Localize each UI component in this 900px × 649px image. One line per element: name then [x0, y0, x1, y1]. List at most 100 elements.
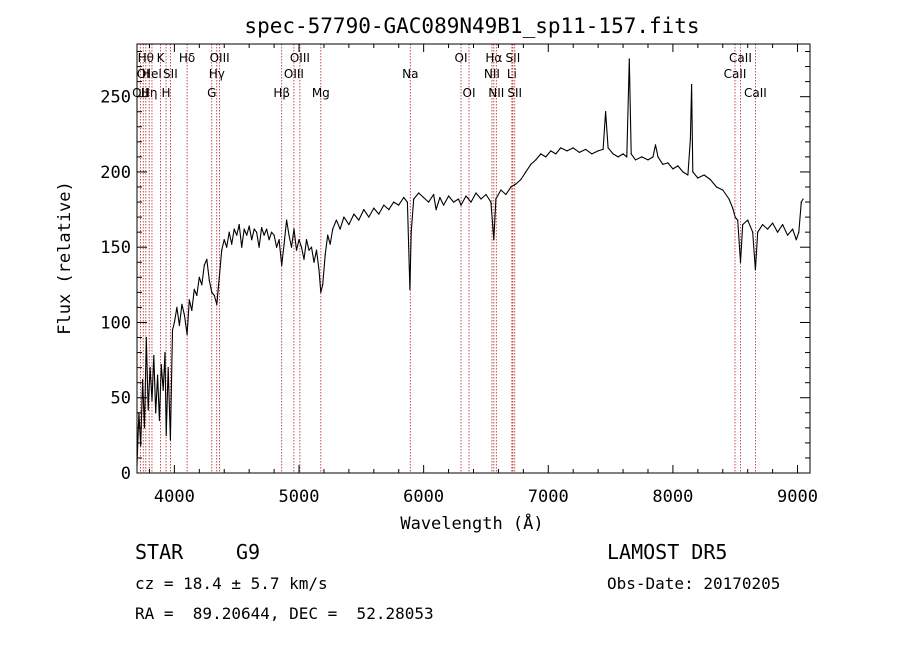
- data-point-98: [398, 204, 400, 206]
- data-point-101: [409, 288, 411, 290]
- data-point-177: [747, 219, 749, 221]
- data-point-174: [737, 219, 739, 221]
- data-point-123: [500, 189, 502, 191]
- data-point-186: [787, 234, 789, 236]
- emission-line-markers: OIIOIHθHηHeIKHSIIHδGHγOIIIHβOIIIOIIIMgNa…: [132, 44, 767, 473]
- data-point-33: [206, 258, 208, 260]
- data-point-138: [578, 151, 581, 153]
- data-point-106: [428, 201, 430, 203]
- data-point-20: [173, 321, 175, 324]
- data-point-71: [300, 246, 303, 248]
- x-tick-label-5: 9000: [777, 487, 818, 507]
- data-point-102: [410, 231, 412, 233]
- data-point-54: [258, 246, 260, 248]
- data-point-55: [261, 227, 263, 229]
- data-point-63: [281, 264, 283, 266]
- data-point-190: [800, 201, 802, 203]
- y-tick-label-5: 250: [100, 88, 131, 108]
- y-axis: 0 50 100 150 200 250: [100, 51, 810, 484]
- data-point-182: [767, 228, 769, 230]
- data-point-167: [703, 174, 705, 176]
- data-point-114: [460, 204, 462, 206]
- data-point-51: [251, 239, 253, 241]
- marker-label-7: SII: [163, 67, 178, 81]
- data-point-91: [363, 209, 365, 211]
- data-point-175: [739, 261, 742, 263]
- data-point-188: [795, 239, 797, 241]
- data-point-94: [378, 213, 380, 215]
- marker-label-13: OIII: [284, 67, 304, 81]
- data-point-27: [191, 309, 193, 311]
- data-point-118: [480, 198, 482, 200]
- data-point-61: [276, 246, 278, 248]
- y-tick-label-0: 0: [121, 464, 131, 484]
- data-point-103: [413, 198, 415, 200]
- marker-label-1: OI: [137, 67, 150, 81]
- data-point-130: [535, 159, 537, 161]
- data-point-26: [188, 299, 190, 301]
- marker-label-18: OI: [463, 86, 476, 100]
- object-class: STAR: [135, 540, 184, 564]
- data-point-104: [418, 192, 420, 194]
- data-point-15: [164, 352, 166, 354]
- data-point-19: [171, 329, 174, 331]
- spectrum-line: [136, 58, 804, 466]
- data-point-160: [677, 165, 679, 167]
- data-point-80: [322, 284, 324, 286]
- data-point-18: [169, 439, 171, 441]
- data-point-172: [732, 207, 734, 209]
- data-point-134: [555, 153, 557, 155]
- marker-label-25: CaII: [724, 67, 747, 81]
- data-point-173: [734, 216, 736, 218]
- data-point-147: [622, 153, 624, 155]
- data-point-124: [505, 193, 507, 196]
- data-point-93: [373, 207, 375, 209]
- data-point-128: [525, 171, 527, 173]
- data-point-5: [145, 336, 147, 339]
- marker-label-11: OIII: [210, 51, 230, 65]
- data-point-132: [545, 156, 547, 158]
- data-point-6: [147, 409, 149, 411]
- marker-label-24: SII: [507, 86, 522, 100]
- data-point-95: [383, 204, 385, 206]
- data-point-25: [186, 333, 188, 336]
- data-point-46: [238, 224, 240, 226]
- data-point-141: [597, 150, 599, 152]
- data-point-44: [233, 228, 235, 230]
- x-tick-label-3: 7000: [528, 487, 569, 507]
- data-point-48: [243, 228, 245, 230]
- data-point-191: [802, 198, 804, 200]
- data-point-67: [290, 246, 293, 248]
- data-point-65: [286, 219, 288, 221]
- data-point-145: [612, 153, 614, 155]
- data-point-68: [293, 228, 295, 230]
- data-point-143: [605, 111, 607, 113]
- data-point-169: [715, 186, 718, 188]
- data-point-108: [435, 209, 437, 211]
- data-point-129: [530, 163, 532, 165]
- data-point-154: [652, 156, 654, 158]
- data-point-96: [388, 209, 390, 211]
- data-point-185: [782, 224, 784, 226]
- data-point-38: [218, 276, 220, 278]
- data-point-151: [634, 159, 637, 161]
- data-point-22: [178, 324, 180, 327]
- data-point-120: [490, 201, 492, 203]
- marker-label-19: NII: [484, 67, 500, 81]
- data-point-162: [687, 174, 689, 176]
- data-point-131: [540, 153, 542, 155]
- marker-label-23: SII: [506, 51, 521, 65]
- data-point-126: [515, 183, 517, 185]
- marker-label-4: HeI: [142, 67, 162, 81]
- data-point-4: [143, 427, 146, 429]
- data-point-164: [691, 84, 693, 86]
- data-point-137: [572, 147, 574, 149]
- data-point-133: [550, 150, 552, 152]
- data-point-184: [777, 231, 779, 233]
- data-point-12: [158, 419, 160, 421]
- data-point-158: [667, 162, 669, 164]
- marker-label-2: Hθ: [138, 51, 154, 65]
- data-point-66: [288, 234, 290, 236]
- data-point-73: [305, 239, 308, 241]
- data-point-40: [223, 239, 225, 241]
